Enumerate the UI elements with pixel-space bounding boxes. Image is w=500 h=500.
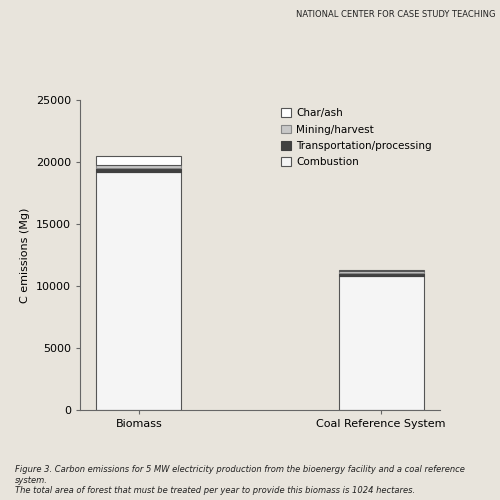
Bar — [339, 272, 423, 276]
Bar — [96, 168, 181, 172]
Text: Figure 3. Carbon emissions for 5 MW electricity production from the bioenergy fa: Figure 3. Carbon emissions for 5 MW elec… — [15, 465, 465, 495]
Bar — [339, 270, 423, 272]
Legend: Char/ash, Mining/harvest, Transportation/processing, Combustion: Char/ash, Mining/harvest, Transportation… — [278, 105, 435, 170]
Bar — [96, 165, 181, 168]
Bar — [96, 156, 181, 165]
Text: NATIONAL CENTER FOR CASE STUDY TEACHING: NATIONAL CENTER FOR CASE STUDY TEACHING — [296, 10, 495, 19]
Bar — [96, 172, 181, 410]
Y-axis label: C emissions (Mg): C emissions (Mg) — [20, 208, 30, 302]
Bar — [339, 276, 423, 410]
